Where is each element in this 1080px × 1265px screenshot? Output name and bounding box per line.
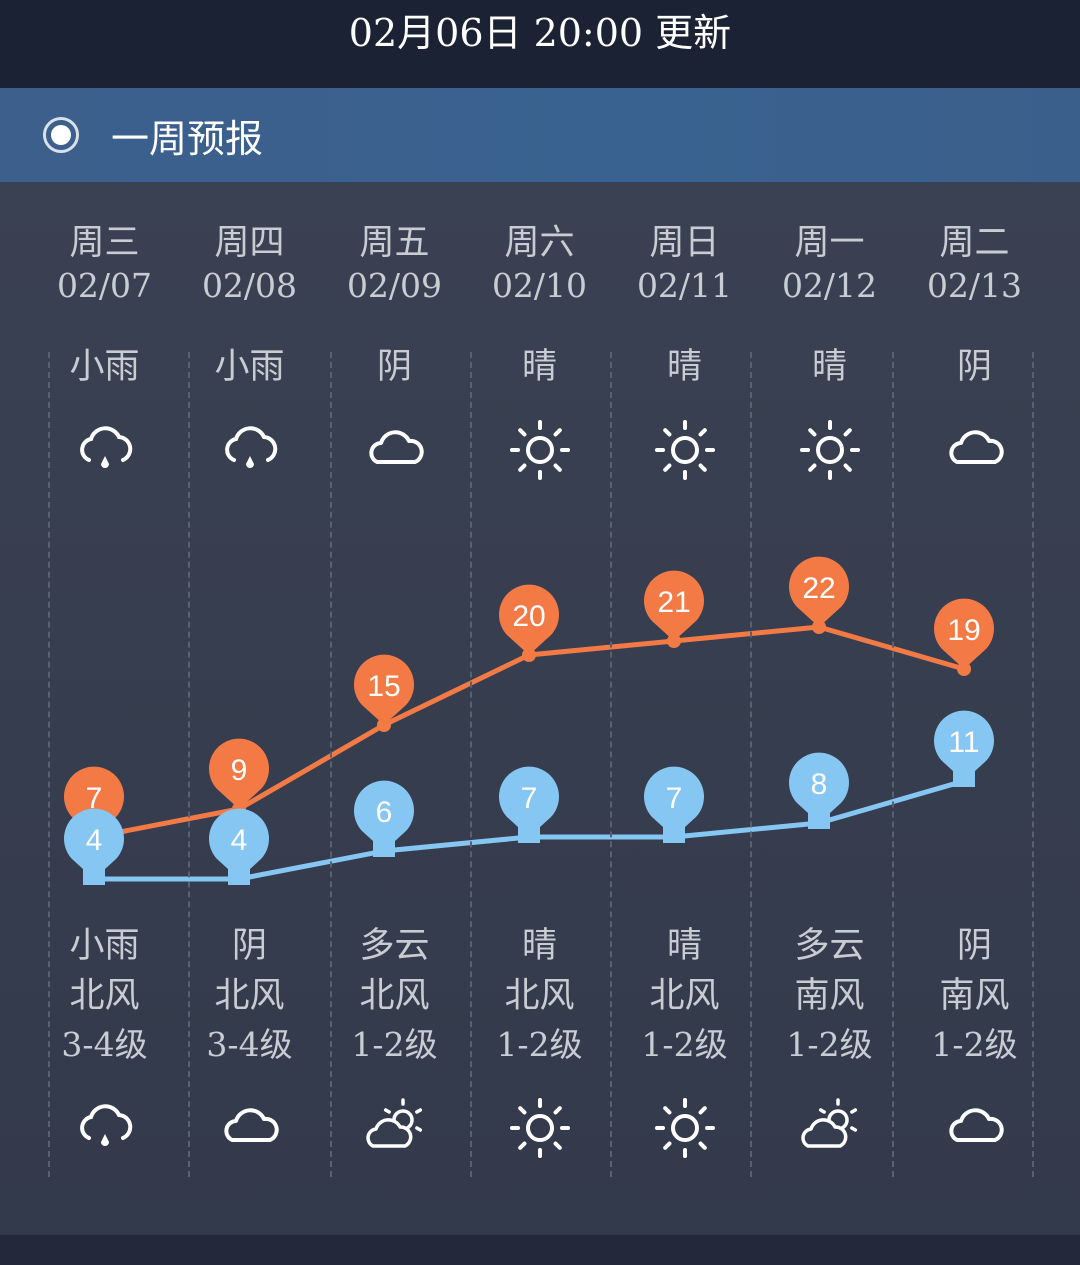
day-weather: 阴 xyxy=(956,347,992,387)
day-weather: 小雨 xyxy=(214,347,285,387)
high-temp-marker: 9 xyxy=(209,738,270,816)
column-divider xyxy=(750,352,752,1177)
cloud-icon xyxy=(369,430,424,464)
radio-selected-icon[interactable] xyxy=(43,117,79,153)
date: 02/11 xyxy=(636,266,733,305)
low-temp-marker: 6 xyxy=(354,780,415,857)
sun-icon xyxy=(510,1098,570,1158)
high-temp-marker: 19 xyxy=(934,598,995,676)
wind-direction: 北风 xyxy=(504,976,575,1016)
low-temp-marker: 4 xyxy=(64,808,125,885)
low-temp-marker: 8 xyxy=(789,752,850,829)
night-weather: 晴 xyxy=(666,926,702,966)
weekday: 周日 xyxy=(649,223,720,263)
low-temp-marker: 7 xyxy=(644,766,704,843)
low-temp-label: 7 xyxy=(666,782,683,815)
weekday: 周六 xyxy=(504,223,575,263)
night-weather: 阴 xyxy=(231,926,267,966)
rain-icon xyxy=(80,1104,133,1146)
wind-level: 1-2级 xyxy=(786,1025,873,1064)
low-temp-label: 7 xyxy=(521,782,538,815)
date: 02/07 xyxy=(56,266,153,305)
wind-level: 1-2级 xyxy=(931,1025,1018,1064)
partly-icon xyxy=(801,1098,858,1148)
high-temp-label: 7 xyxy=(86,782,103,815)
low-temp-label: 4 xyxy=(231,824,248,857)
day-weather: 小雨 xyxy=(69,347,140,387)
column-divider xyxy=(892,352,894,1177)
rain-icon xyxy=(80,426,133,468)
update-time: 02月06日 20:00 更新 xyxy=(0,0,1080,88)
wind-direction: 北风 xyxy=(214,976,285,1016)
weekday: 周五 xyxy=(359,223,430,263)
rain-icon xyxy=(225,426,278,468)
wind-direction: 北风 xyxy=(649,976,720,1016)
day-weather: 晴 xyxy=(666,347,702,387)
weekday: 周一 xyxy=(794,223,865,263)
high-temp-marker: 15 xyxy=(354,654,415,732)
day-weather: 阴 xyxy=(376,347,412,387)
day-weather: 晴 xyxy=(521,347,557,387)
wind-direction: 南风 xyxy=(794,976,865,1016)
night-weather: 多云 xyxy=(794,926,865,966)
temperature-chart: 7 9 15 20 21 22 19 4 4 6 7 7 8 11 xyxy=(64,556,995,885)
column-divider xyxy=(188,352,190,1177)
wind-level: 1-2级 xyxy=(351,1025,438,1064)
wind-direction: 北风 xyxy=(69,976,140,1016)
bottom-bar xyxy=(0,1235,1080,1265)
low-temp-label: 8 xyxy=(811,768,828,801)
wind-direction: 南风 xyxy=(939,976,1010,1016)
low-temp-label: 6 xyxy=(376,796,393,829)
date: 02/08 xyxy=(201,266,298,305)
high-temp-label: 9 xyxy=(231,754,248,787)
date: 02/09 xyxy=(346,266,443,305)
sun-icon xyxy=(655,420,715,480)
night-weather: 晴 xyxy=(521,926,557,966)
wind-level: 3-4级 xyxy=(61,1025,148,1064)
banner-title: 一周预报 xyxy=(111,116,264,161)
low-temp-label: 11 xyxy=(948,726,979,759)
column-divider xyxy=(48,352,50,1177)
column-divider xyxy=(1032,352,1034,1177)
partly-icon xyxy=(366,1098,423,1148)
high-temp-label: 22 xyxy=(802,572,835,605)
high-temp-label: 15 xyxy=(367,670,400,703)
high-temp-label: 20 xyxy=(512,600,545,633)
high-temp-marker: 20 xyxy=(499,584,560,662)
wind-level: 1-2级 xyxy=(496,1025,583,1064)
high-temp-label: 21 xyxy=(657,586,690,619)
weekday: 周二 xyxy=(939,223,1010,263)
week-forecast: 7 9 15 20 21 22 19 4 4 6 7 7 8 11 周三 02/07 小雨 小雨 北风 3-4级 周四… xyxy=(0,182,1080,1235)
weekday: 周四 xyxy=(214,223,285,263)
cloud-icon xyxy=(949,430,1004,464)
date: 02/13 xyxy=(926,266,1023,305)
high-temp-label: 19 xyxy=(947,614,980,647)
cloud-icon xyxy=(224,1108,279,1142)
day-weather: 晴 xyxy=(811,347,847,387)
low-temp-label: 4 xyxy=(86,824,103,857)
cloud-icon xyxy=(949,1108,1004,1142)
column-divider xyxy=(330,352,332,1177)
weekday: 周三 xyxy=(69,223,140,263)
wind-direction: 北风 xyxy=(359,976,430,1016)
high-temp-marker: 21 xyxy=(644,570,704,648)
low-temp-marker: 7 xyxy=(499,766,560,843)
wind-level: 3-4级 xyxy=(206,1025,293,1064)
wind-level: 1-2级 xyxy=(641,1025,728,1064)
sun-icon xyxy=(655,1098,715,1158)
date: 02/10 xyxy=(491,266,588,305)
night-weather: 多云 xyxy=(359,926,430,966)
high-temp-marker: 22 xyxy=(789,556,850,634)
column-divider xyxy=(470,352,472,1177)
night-weather: 阴 xyxy=(956,926,992,966)
forecast-banner: 一周预报 xyxy=(0,88,1080,182)
low-temp-marker: 11 xyxy=(934,710,995,787)
date: 02/12 xyxy=(781,266,878,305)
sun-icon xyxy=(510,420,570,480)
column-divider xyxy=(610,352,612,1177)
low-temp-marker: 4 xyxy=(209,808,270,885)
sun-icon xyxy=(800,420,860,480)
night-weather: 小雨 xyxy=(69,926,140,966)
